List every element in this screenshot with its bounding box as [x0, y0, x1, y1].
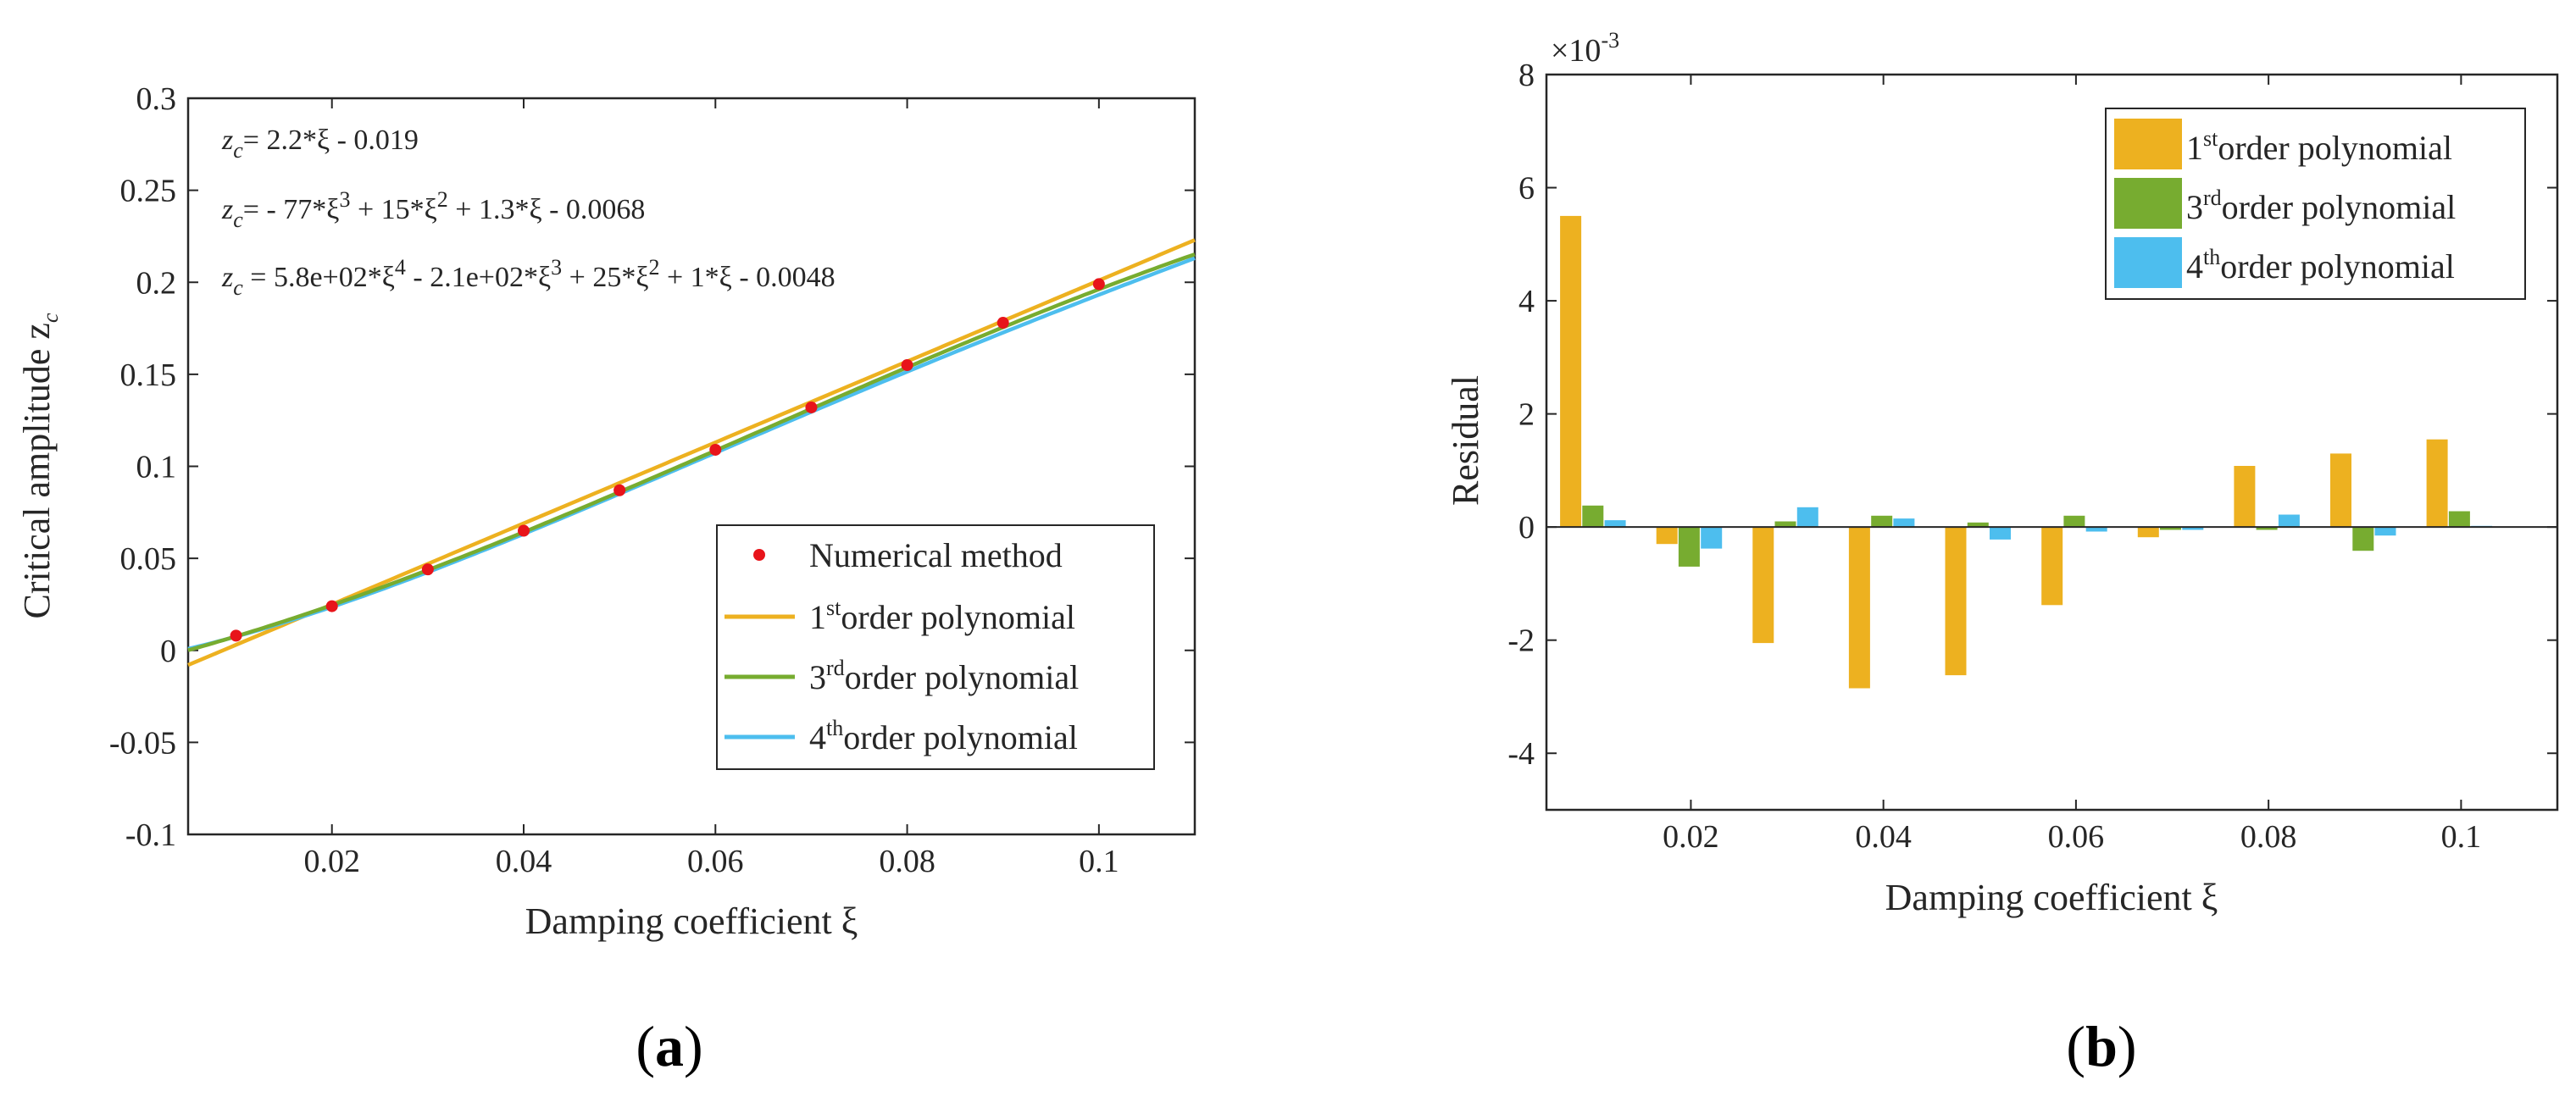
bar-first [1560, 215, 1582, 528]
bar-fourth [2182, 527, 2204, 530]
numerical-point [997, 317, 1009, 330]
bar-fourth [1893, 518, 1915, 528]
bar-third [1678, 527, 1700, 567]
legend-a-numerical-label: Numerical method [809, 536, 1063, 574]
plot-a-ytick-label: -0.05 [109, 725, 176, 761]
legend-b-fourth-label: 4thorder polynomial [2186, 245, 2455, 285]
bar-third [1967, 522, 1989, 528]
plot-a-xtick-label: 0.04 [496, 844, 552, 879]
numerical-point [709, 443, 722, 456]
plot-a-ytick-label: 0.15 [120, 357, 177, 393]
legend-b-first-label: 1storder polynomial [2186, 126, 2452, 167]
plot-a-ytick-label: 0.2 [136, 265, 177, 301]
y-axis-label-a: Critical amplitude zc [16, 313, 63, 618]
plot-a-ytick-label: 0.1 [136, 450, 177, 485]
bar-first [2137, 527, 2159, 538]
plot-b-ytick-label: 6 [1518, 171, 1535, 207]
numerical-point [518, 524, 530, 537]
legend-a: Numerical method 1storder polynomial 3rd… [716, 524, 1155, 770]
plot-a-xtick-label: 0.06 [687, 844, 744, 879]
bar-third [2448, 511, 2470, 528]
bar-third [1582, 505, 1604, 528]
bar-third [2063, 515, 2085, 528]
legend-a-fourth-label: 4thorder polynomial [809, 716, 1078, 756]
bar-first [1945, 527, 1967, 676]
legend-b-third-swatch [2114, 178, 2182, 229]
bar-third [1871, 515, 1893, 528]
bar-fourth [2278, 514, 2300, 528]
bar-first [1752, 527, 1774, 644]
bar-fourth [1990, 527, 2011, 540]
equation-first-order: zc= 2.2*ξ - 0.019 [221, 125, 419, 163]
panel-label-b: (b) [2066, 1014, 2136, 1078]
plot-b-xtick-label: 0.06 [2048, 819, 2105, 855]
legend-a-first-label: 1storder polynomial [809, 596, 1075, 636]
legend-b-first-swatch [2114, 119, 2182, 169]
bar-first [1656, 527, 1678, 545]
bar-first [1848, 527, 1870, 689]
legend-b: 1storder polynomial 3rdorder polynomial … [2105, 108, 2526, 300]
bar-third [2256, 527, 2278, 530]
plot-b-ticks: 0.02 0.04 0.06 0.08 0.1 -4 -2 0 2 4 6 8 [1507, 58, 2557, 855]
plot-a-ytick-label: 0.05 [120, 541, 177, 577]
legend-a-numerical-marker [753, 549, 765, 561]
panel-a: 0.02 0.04 0.06 0.08 0.1 -0.1 -0.05 0 0.05 0.1 0.15… [16, 81, 1196, 1078]
plot-a-xtick-label: 0.08 [879, 844, 935, 879]
plot-a-xtick-label: 0.1 [1079, 844, 1119, 879]
fit-line-third [187, 252, 1196, 652]
numerical-point [421, 563, 434, 576]
bar-first [2330, 453, 2351, 528]
plot-b-ytick-label: -4 [1507, 736, 1535, 772]
plot-b-xtick-label: 0.1 [2441, 819, 2482, 855]
y-scale-factor: ×10-3 [1551, 28, 1619, 69]
legend-b-third-label: 3rdorder polynomial [2186, 186, 2456, 226]
fit-line-first [187, 238, 1196, 668]
y-axis-label-b: Residual [1445, 375, 1486, 506]
equation-fourth-order: zc = 5.8e+02*ξ4 - 2.1e+02*ξ3 + 25*ξ2 + 1… [221, 255, 836, 300]
bar-third [1774, 521, 1796, 528]
plot-b-ytick-label: 0 [1518, 510, 1535, 546]
plot-b-ytick-label: 4 [1518, 284, 1535, 319]
numerical-point [230, 629, 242, 642]
numerical-point [901, 359, 913, 372]
plot-b-ytick-label: 2 [1518, 397, 1535, 433]
numerical-point [1092, 278, 1105, 291]
legend-b-fourth-swatch [2114, 237, 2182, 288]
bar-third [2352, 527, 2374, 551]
equation-third-order: zc= - 77*ξ3 + 15*ξ2 + 1.3*ξ - 0.0068 [221, 187, 645, 232]
bar-fourth [2374, 527, 2396, 536]
plot-a-numerical-points [230, 278, 1105, 642]
plot-b-xtick-label: 0.04 [1855, 819, 1912, 855]
bar-first [2426, 439, 2448, 528]
numerical-point [805, 401, 818, 413]
numerical-point [325, 600, 338, 612]
plot-a-ytick-label: 0 [160, 634, 176, 669]
plot-a-ytick-label: 0.3 [136, 81, 177, 117]
plot-b-xtick-label: 0.08 [2240, 819, 2297, 855]
bar-fourth [1796, 507, 1818, 528]
plot-a-ticks: 0.02 0.04 0.06 0.08 0.1 -0.1 -0.05 0 0.05 0.1 0.15… [109, 81, 1195, 879]
plot-a-fit-lines [187, 238, 1196, 668]
bar-fourth [2085, 527, 2107, 532]
x-axis-label-b: Damping coefficient ξ [1885, 877, 2218, 918]
numerical-point [613, 484, 626, 496]
plot-a-xtick-label: 0.02 [303, 844, 360, 879]
panel-label-a: (a) [636, 1014, 702, 1078]
bar-fourth [1701, 527, 1723, 549]
plot-b-bars [1560, 215, 2493, 689]
bar-first [2041, 527, 2063, 606]
plot-b-ytick-label: 8 [1518, 58, 1535, 93]
panel-b: 0.02 0.04 0.06 0.08 0.1 -4 -2 0 2 4 6 8 ×10-3 1stor… [1445, 28, 2559, 1078]
x-axis-label-a: Damping coefficient ξ [525, 900, 858, 942]
plot-a-ytick-label: 0.25 [120, 174, 177, 209]
bar-first [2234, 466, 2256, 528]
bar-fourth [1604, 520, 1626, 528]
bar-third [2160, 527, 2181, 530]
plot-b-ytick-label: -2 [1507, 623, 1535, 659]
legend-a-third-label: 3rdorder polynomial [809, 656, 1079, 696]
plot-b-xtick-label: 0.02 [1663, 819, 1719, 855]
plot-a-ytick-label: -0.1 [125, 817, 176, 853]
legend-a-box [716, 524, 1155, 770]
